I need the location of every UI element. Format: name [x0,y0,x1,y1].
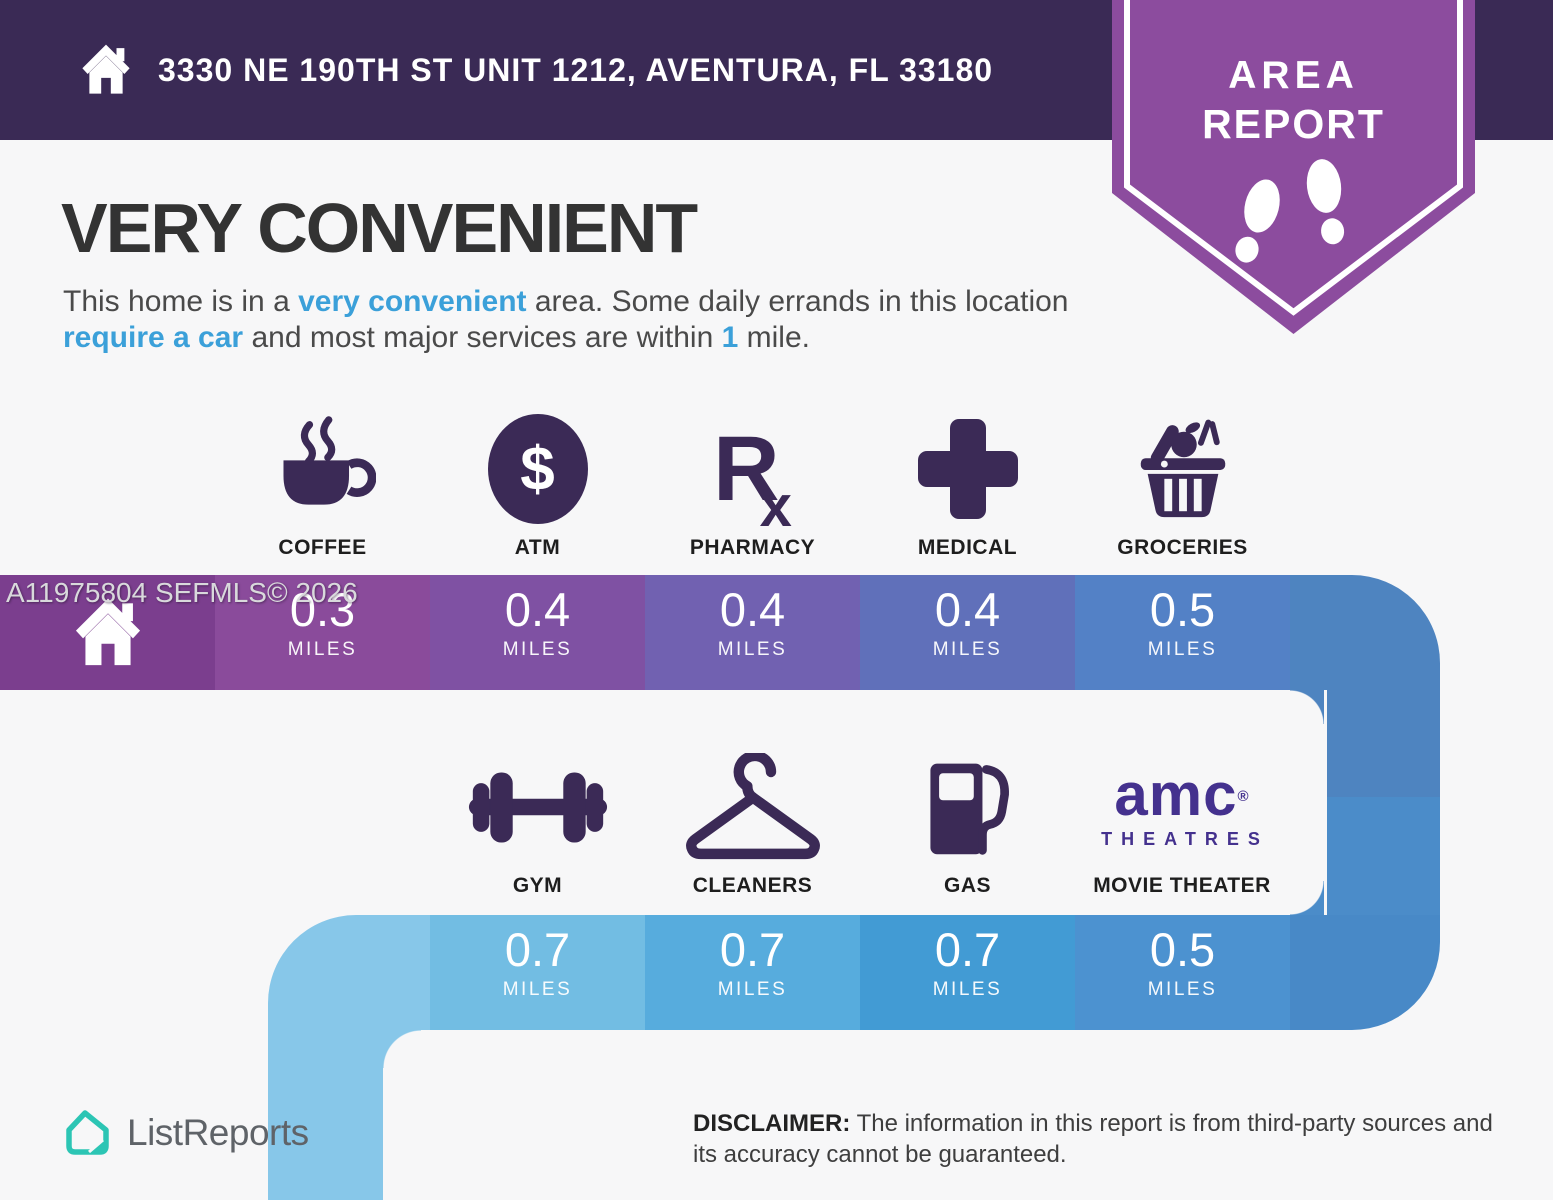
route-inner-fillet [383,1030,421,1068]
route-segment [1075,915,1290,1030]
route-segment [430,575,645,690]
groceries-icon [1140,419,1225,518]
route-segment [215,575,430,690]
medical-icon [916,417,1020,521]
disclaimer: DISCLAIMER: The information in this repo… [693,1110,1493,1168]
listreports-brand: ListReports [63,1108,309,1158]
walkability-description: This home is in a very convenient area. … [63,285,1069,354]
highlight-very-convenient: very convenient [298,285,527,318]
route-vertical-left [268,1030,383,1200]
movie-theater-distance: 0.5 MILES [1147,923,1218,1000]
pharmacy-icon: Rx [713,418,792,539]
cleaners-icon [685,752,820,859]
badge-line1: AREA [1228,54,1359,97]
gas-distance: 0.7 MILES [932,923,1003,1000]
coffee-icon [282,416,376,505]
poi-label: MOVIE THEATER [1093,874,1271,897]
listreports-logo-icon [66,1110,109,1155]
route-corner-top-right [1290,575,1440,690]
amc-theatres-logo: amc® THEATRES [1101,760,1269,849]
route-start-home [0,575,215,690]
groceries-distance: 0.5 MILES [1147,583,1218,660]
route-segment [860,915,1075,1030]
home-icon [82,44,130,94]
cleaners-distance: 0.7 MILES [717,923,788,1000]
route-segment [430,915,645,1030]
poi-label: GAS [943,874,991,897]
mls-watermark: A11975804 SEFMLS© 2026 [6,577,358,608]
badge-line2: REPORT [1202,101,1385,147]
disclaimer-label: DISCLAIMER: [693,1110,851,1137]
poi-label: CLEANERS [692,874,813,897]
route-vertical-right [1327,690,1440,797]
poi-coffee: COFFEE [215,410,430,560]
atm-distance: 0.4 MILES [502,583,573,660]
poi-label: GYM [512,874,563,897]
gym-distance: 0.7 MILES [502,923,573,1000]
poi-groceries: GROCERIES [1075,410,1290,560]
medical-distance: 0.4 MILES [932,583,1003,660]
route-corner-bottom-right [1290,915,1440,1030]
poi-label: GROCERIES [1117,536,1248,559]
gym-icon [468,771,607,843]
poi-gym: GYM [430,748,645,898]
route-inner-fillet [1290,690,1324,724]
pharmacy-distance: 0.4 MILES [717,583,788,660]
property-address: 3330 NE 190TH ST UNIT 1212, AVENTURA, FL… [158,51,994,88]
poi-gas: GAS [860,748,1075,898]
route-corner-top-left [268,915,430,1030]
route-segment [645,915,860,1030]
poi-label: PHARMACY [689,536,816,559]
route-vertical-right [1327,797,1440,915]
poi-cleaners: CLEANERS [645,748,860,898]
route-segment [860,575,1075,690]
route-segment [1075,575,1290,690]
poi-movie-theater: amc® THEATRES MOVIE THEATER [1032,748,1332,898]
atm-icon: $ [487,414,588,524]
highlight-require-a-car: require a car [63,321,244,354]
poi-label: COFFEE [278,536,367,559]
coffee-distance: 0.3 MILES [287,583,358,660]
walkability-headline: VERY CONVENIENT [61,189,698,267]
poi-label: ATM [514,536,561,559]
poi-atm: $ ATM [430,410,645,560]
listreports-logo-text: ListReports [127,1112,309,1153]
highlight-one-mile: 1 [721,321,739,354]
gas-icon [929,763,1009,855]
poi-label: MEDICAL [917,536,1018,559]
poi-pharmacy: Rx PHARMACY [645,410,860,560]
home-icon [75,598,140,665]
route-segment [645,575,860,690]
route-inner-fillet [1290,881,1324,915]
area-report-badge: AREA REPORT [1112,0,1475,334]
poi-medical: MEDICAL [860,410,1075,560]
footprints-icon [1235,159,1345,263]
